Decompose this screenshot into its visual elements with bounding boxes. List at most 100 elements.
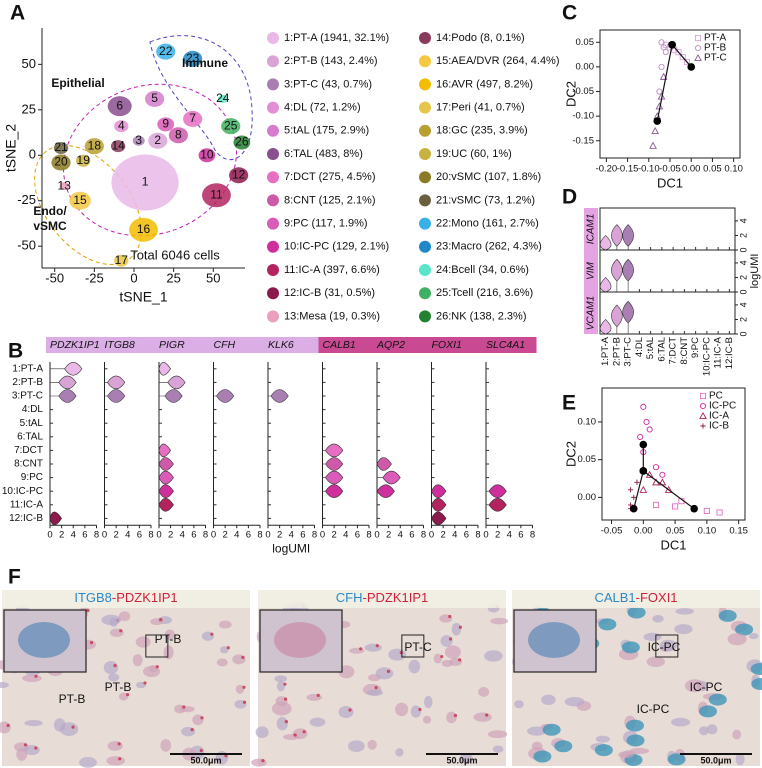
red-stain	[375, 644, 379, 648]
tissue-cell	[451, 622, 462, 636]
x-tick-label: 2	[222, 530, 227, 541]
x-tick-label: 8	[203, 530, 208, 541]
gene-header	[46, 337, 101, 353]
x-tick-label: 0	[374, 530, 379, 541]
red-stain	[155, 665, 159, 669]
cluster-cloud	[198, 148, 216, 163]
y-tick-label: -25	[17, 192, 36, 207]
cluster-label: 24	[216, 91, 230, 105]
violin	[486, 484, 507, 498]
red-stain	[190, 728, 194, 732]
legend-swatch	[419, 148, 431, 160]
y-tick-label: 0.00	[576, 61, 595, 72]
legend-marker	[699, 392, 707, 400]
cluster-cloud	[132, 135, 145, 146]
x-tick-label: 0	[156, 530, 161, 541]
violin	[322, 457, 344, 471]
cluster-cloud	[114, 254, 129, 267]
legend-swatch	[419, 287, 431, 300]
x-tick-label: 6	[409, 530, 414, 541]
gene-strip	[584, 208, 598, 250]
inset-cell	[528, 622, 580, 658]
red-stain	[440, 654, 444, 659]
legend-swatch	[419, 264, 431, 276]
trajectory-node	[639, 467, 648, 475]
y-tick-label: 4	[738, 302, 748, 307]
row-label: 6:TAL	[17, 431, 43, 442]
row-label: 1:PT-A	[12, 363, 43, 374]
red-stain	[23, 743, 28, 747]
point	[631, 494, 637, 500]
legend-swatch	[267, 264, 279, 276]
y-tick-label: -50	[17, 238, 36, 253]
x-tick-label: 12:IC-B	[724, 337, 735, 369]
tissue-cell	[101, 614, 122, 626]
gene-name: VIM	[586, 261, 597, 279]
cluster-cloud	[110, 140, 126, 153]
tissue-cell	[459, 753, 473, 764]
inset-cell	[274, 622, 326, 658]
point	[651, 126, 660, 134]
legend-label: 10:IC-PC (129, 2.1%)	[284, 241, 389, 253]
legend-marker	[699, 402, 707, 410]
title-part: CALB1	[594, 590, 635, 605]
tissue-cell	[23, 745, 40, 756]
title-bar	[258, 590, 506, 608]
x-tick-label: 2	[386, 530, 391, 541]
tissue-cell	[478, 687, 490, 697]
tissue-cell	[735, 753, 745, 766]
legend-label: PT-B	[704, 43, 727, 54]
cluster-label: 1	[142, 175, 149, 189]
x-tick-label: 6	[518, 530, 523, 541]
red-stain	[485, 713, 489, 717]
violin	[599, 235, 612, 251]
red-stain	[71, 725, 75, 729]
legend-label: IC-A	[709, 411, 729, 422]
legend-marker	[694, 53, 702, 62]
title-bar	[2, 590, 250, 608]
cluster-label: 12	[232, 167, 246, 181]
cluster-cloud	[168, 127, 188, 144]
tissue-cell	[674, 624, 693, 635]
x-tick-label: 6	[137, 530, 142, 541]
gene-name: ICAM1	[586, 214, 597, 245]
x-tick-label: 0.15	[729, 526, 748, 537]
zoom-box	[401, 634, 425, 658]
red-stain	[159, 618, 163, 622]
tissue-cell	[410, 705, 422, 718]
cluster-label: 18	[88, 138, 102, 152]
violin	[431, 511, 447, 526]
violin	[104, 375, 126, 390]
y-tick-label: 0.00	[578, 492, 597, 503]
y-tick-label: -0.15	[572, 135, 594, 146]
blue-stain	[626, 734, 645, 747]
legend-label: 9:PC (117, 1.9%)	[284, 218, 368, 230]
tissue-cell	[541, 694, 556, 706]
scale-label: 50.0μm	[190, 755, 221, 765]
x-axis-label: tSNE_1	[119, 289, 167, 305]
x-tick-label: 50	[206, 270, 220, 285]
cluster-label: 7	[189, 111, 196, 125]
tissue-cell	[490, 617, 509, 625]
tissue-cell	[108, 673, 120, 682]
red-stain	[89, 641, 94, 645]
red-stain	[448, 637, 453, 641]
tissue-cell	[103, 660, 119, 675]
red-stain	[399, 651, 403, 655]
x-tick-label: 0.00	[634, 526, 653, 537]
y-tick-label: 4	[738, 260, 748, 265]
legend-swatch	[267, 194, 279, 207]
tissue-cell	[527, 726, 547, 736]
red-stain	[210, 632, 214, 636]
red-stain	[458, 658, 462, 662]
point	[639, 485, 648, 493]
cluster-label: 9	[162, 117, 169, 131]
panel-label: C	[562, 2, 577, 25]
tissue-cell	[671, 717, 691, 727]
x-tick-label: 4	[398, 530, 403, 541]
cluster-cloud	[69, 191, 91, 210]
tissue-cell	[440, 635, 453, 647]
cell-label: PT-C	[404, 640, 432, 654]
gene-name: VCAM1	[586, 296, 597, 330]
point	[659, 72, 668, 80]
